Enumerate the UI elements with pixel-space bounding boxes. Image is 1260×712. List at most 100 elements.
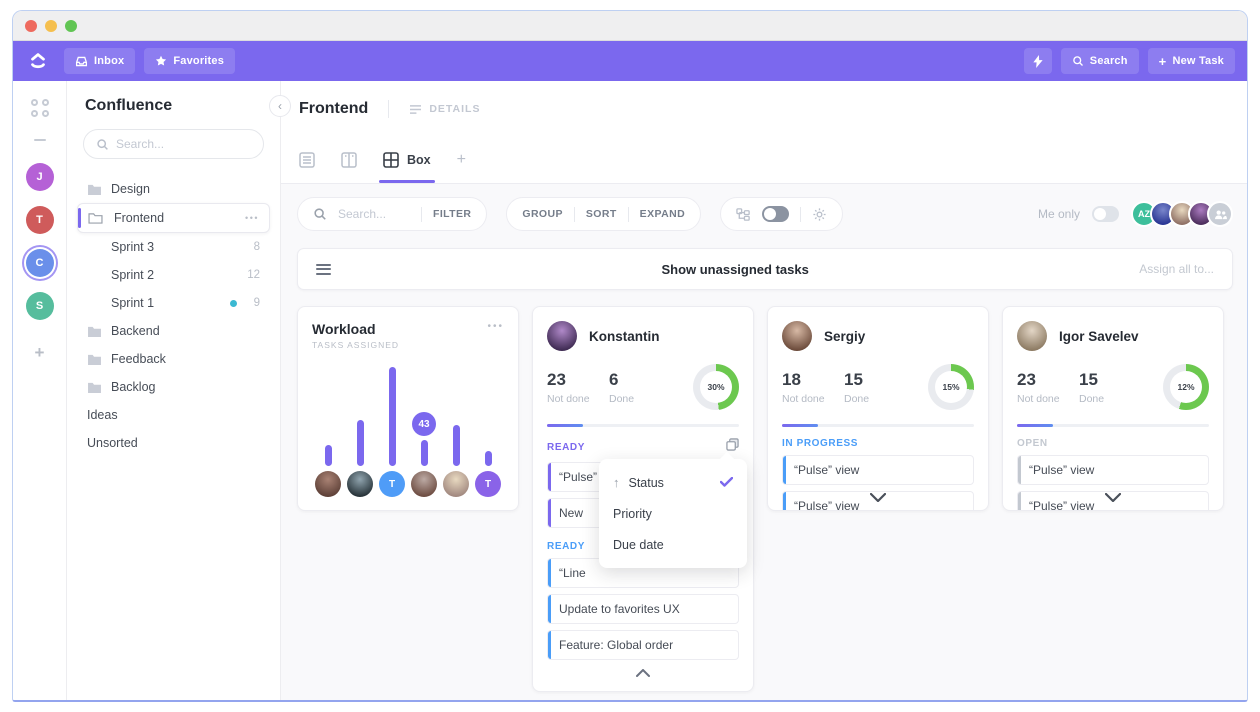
- workspace-avatar-c-selected[interactable]: C: [25, 249, 54, 277]
- dropdown-item-priority[interactable]: Priority: [613, 506, 652, 521]
- details-icon: [410, 104, 422, 114]
- automation-bolt-button[interactable]: [1023, 48, 1052, 74]
- avatar[interactable]: [347, 471, 373, 497]
- sidebar-item-feedback[interactable]: Feedback: [77, 345, 270, 373]
- subtasks-toggle[interactable]: [762, 206, 790, 222]
- sidebar-item-backend[interactable]: Backend: [77, 317, 270, 345]
- dropdown-item-due-date[interactable]: Due date: [613, 537, 664, 552]
- mini-progress-bar: [1017, 424, 1209, 427]
- workload-bar[interactable]: [388, 367, 396, 466]
- sidebar-item-sprint1[interactable]: Sprint 1 9: [111, 296, 260, 310]
- sidebar-item-design[interactable]: Design: [77, 175, 270, 203]
- avatar[interactable]: [1017, 321, 1047, 351]
- member-name: Konstantin: [589, 328, 660, 344]
- add-view-button[interactable]: +: [456, 151, 466, 168]
- avatar[interactable]: [315, 471, 341, 497]
- star-icon: [156, 55, 167, 66]
- tab-list-view[interactable]: [299, 137, 315, 183]
- dropdown-item-status[interactable]: ↑ Status: [599, 467, 747, 498]
- mini-progress-bar: [782, 424, 974, 427]
- workload-bar[interactable]: [452, 425, 460, 466]
- avatar[interactable]: [782, 321, 812, 351]
- avatar[interactable]: [1207, 201, 1233, 227]
- copy-tasks-icon[interactable]: [726, 438, 739, 456]
- me-only-toggle[interactable]: [1092, 206, 1119, 222]
- people-icon: [1214, 210, 1227, 219]
- filter-button[interactable]: FILTER: [433, 208, 472, 220]
- favorites-button[interactable]: Favorites: [144, 48, 236, 74]
- apps-grid-icon[interactable]: [30, 99, 49, 117]
- zoom-window-button[interactable]: [65, 19, 77, 32]
- workload-subtitle: TASKS ASSIGNED: [312, 340, 400, 350]
- avatar[interactable]: [411, 471, 437, 497]
- page-title: Frontend: [299, 100, 369, 117]
- task-row[interactable]: “Pulse” view: [782, 455, 974, 485]
- expand-button[interactable]: EXPAND: [639, 208, 686, 220]
- unassigned-tasks-bar: Show unassigned tasks Assign all to...: [297, 248, 1233, 290]
- sidebar-search[interactable]: [83, 129, 264, 159]
- done-count: 6: [609, 369, 619, 389]
- workload-bar[interactable]: [420, 440, 428, 466]
- tab-board-view[interactable]: [341, 137, 357, 183]
- member-card-sergiy: Sergiy 18 Not done 15 Done 15% IN PROGRESS…: [767, 306, 989, 511]
- avatar[interactable]: T: [379, 471, 405, 497]
- global-search-button[interactable]: Search: [1060, 48, 1139, 74]
- expand-card-chevron[interactable]: [1104, 489, 1122, 507]
- add-workspace-button[interactable]: +: [34, 343, 45, 362]
- sidebar-item-frontend[interactable]: Frontend •••: [77, 203, 270, 233]
- sidebar-item-ideas[interactable]: Ideas: [87, 408, 118, 422]
- collapse-card-chevron[interactable]: [547, 669, 739, 677]
- mini-progress-bar: [547, 424, 739, 427]
- sidebar-item-backlog[interactable]: Backlog: [77, 373, 270, 401]
- task-row[interactable]: “Pulse” view: [1017, 455, 1209, 485]
- member-card-igor: Igor Savelev 23 Not done 15 Done 12% OPEN …: [1002, 306, 1224, 511]
- avatar[interactable]: [547, 321, 577, 351]
- search-icon: [97, 138, 108, 150]
- sidebar-search-input[interactable]: [116, 137, 236, 151]
- sidebar-item-sprint3[interactable]: Sprint 3 8: [111, 240, 260, 254]
- sidebar-item-sprint2[interactable]: Sprint 2 12: [111, 268, 260, 282]
- assign-all-to-button[interactable]: Assign all to...: [1139, 262, 1214, 276]
- minimize-window-button[interactable]: [45, 19, 57, 32]
- subtasks-icon: [736, 207, 750, 221]
- arrow-up-icon: ↑: [613, 475, 620, 490]
- workload-bar[interactable]: [324, 445, 332, 466]
- clickup-logo-icon[interactable]: [25, 48, 51, 74]
- workload-title: Workload: [312, 321, 376, 337]
- menu-icon[interactable]: [316, 261, 331, 277]
- card-menu-icon[interactable]: •••: [487, 321, 504, 332]
- task-row[interactable]: Feature: Global order: [547, 630, 739, 660]
- show-unassigned-button[interactable]: Show unassigned tasks: [661, 261, 809, 277]
- new-task-button[interactable]: + New Task: [1147, 48, 1235, 74]
- expand-card-chevron[interactable]: [869, 489, 887, 507]
- workspace-title: Confluence: [85, 97, 173, 114]
- group-button[interactable]: GROUP: [522, 208, 563, 220]
- workspace-avatar-t[interactable]: T: [25, 206, 54, 234]
- sidebar-collapse-button[interactable]: ‹: [269, 95, 291, 117]
- sidebar-list: Design Frontend ••• Sprint 3 8 Sprint 2 …: [67, 175, 280, 457]
- task-row[interactable]: Update to favorites UX: [547, 594, 739, 624]
- assignee-avatar-stack[interactable]: AZ: [1131, 201, 1233, 227]
- inbox-button[interactable]: Inbox: [64, 48, 136, 74]
- folder-icon: [87, 381, 102, 393]
- workload-bar[interactable]: [484, 451, 492, 466]
- done-count: 15: [844, 369, 863, 389]
- workspace-avatar-j[interactable]: J: [25, 163, 54, 191]
- avatar[interactable]: [443, 471, 469, 497]
- app-header: Inbox Favorites Search + New Task: [13, 41, 1247, 81]
- tab-box-view[interactable]: Box: [379, 137, 435, 183]
- sort-button[interactable]: SORT: [585, 208, 617, 220]
- workspace-avatar-s[interactable]: S: [25, 292, 54, 320]
- progress-ring: 12%: [1163, 364, 1209, 410]
- avatar[interactable]: T: [475, 471, 501, 497]
- workload-bar-column: [472, 451, 504, 466]
- sidebar-item-unsorted[interactable]: Unsorted: [87, 436, 138, 450]
- workload-bar[interactable]: [356, 420, 364, 466]
- details-button[interactable]: DETAILS: [409, 103, 480, 115]
- tasks-search-input[interactable]: [338, 207, 410, 221]
- close-window-button[interactable]: [25, 19, 37, 32]
- item-menu-icon[interactable]: •••: [245, 213, 259, 223]
